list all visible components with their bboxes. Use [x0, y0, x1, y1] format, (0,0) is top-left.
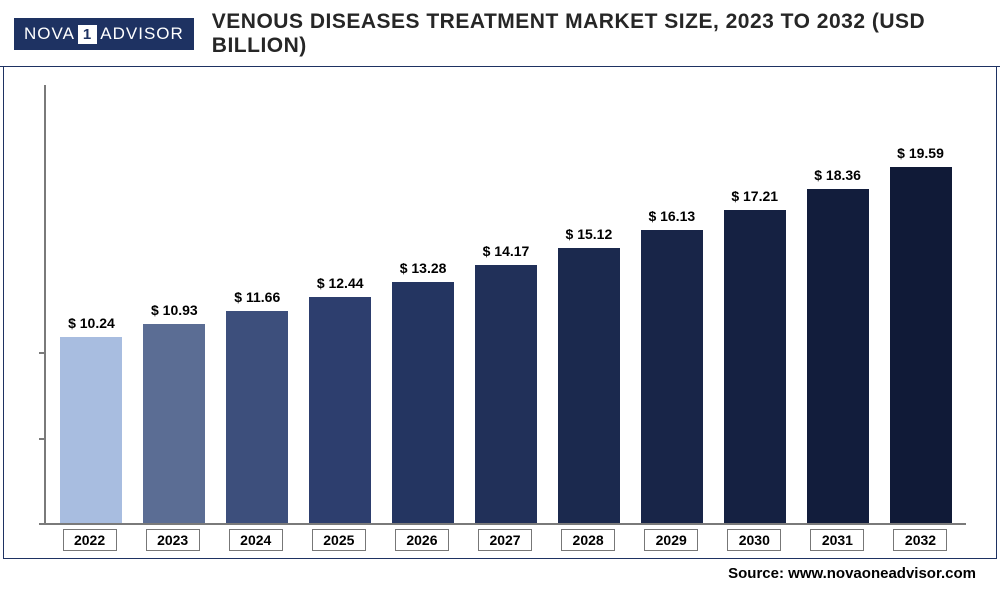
- x-label-text: 2022: [63, 529, 117, 551]
- bar-value-label: $ 15.12: [566, 226, 613, 242]
- logo-box-one: 1: [78, 25, 97, 44]
- bar-value-label: $ 12.44: [317, 275, 364, 291]
- bar-value-label: $ 10.93: [151, 302, 198, 318]
- bar-col: $ 13.28: [382, 85, 465, 523]
- bar-value-label: $ 11.66: [234, 289, 280, 305]
- chart-container: $ 10.24 $ 10.93 $ 11.66 $ 12.44 $ 13.28 $ 14.…: [3, 67, 997, 559]
- bar: [558, 248, 620, 523]
- x-label-text: 2026: [395, 529, 449, 551]
- x-label-text: 2024: [229, 529, 283, 551]
- bar-col: $ 15.12: [547, 85, 630, 523]
- x-label-text: 2031: [810, 529, 864, 551]
- bar: [475, 265, 537, 523]
- bar: [60, 337, 122, 523]
- x-label: 2024: [214, 529, 297, 551]
- bar-col: $ 10.93: [133, 85, 216, 523]
- bar-col: $ 18.36: [796, 85, 879, 523]
- bar-value-label: $ 19.59: [897, 145, 944, 161]
- x-label-text: 2023: [146, 529, 200, 551]
- x-label-text: 2029: [644, 529, 698, 551]
- x-label-text: 2025: [312, 529, 366, 551]
- bar: [807, 189, 869, 523]
- x-label: 2031: [796, 529, 879, 551]
- logo-text-advisor: ADVISOR: [100, 24, 184, 44]
- source-attribution: Source: www.novaoneadvisor.com: [0, 559, 1000, 582]
- bar: [641, 230, 703, 523]
- x-label-text: 2028: [561, 529, 615, 551]
- bars-row: $ 10.24 $ 10.93 $ 11.66 $ 12.44 $ 13.28 $ 14.…: [46, 85, 966, 523]
- logo-text-nova: NOVA: [24, 24, 75, 44]
- x-label-text: 2030: [727, 529, 781, 551]
- bar-value-label: $ 10.24: [68, 315, 115, 331]
- x-label: 2022: [48, 529, 131, 551]
- x-label: 2028: [547, 529, 630, 551]
- bar-value-label: $ 13.28: [400, 260, 447, 276]
- x-label: 2032: [879, 529, 962, 551]
- bar-value-label: $ 16.13: [648, 208, 695, 224]
- header: NOVA 1 ADVISOR VENOUS DISEASES TREATMENT…: [0, 0, 1000, 67]
- plot-area: $ 10.24 $ 10.93 $ 11.66 $ 12.44 $ 13.28 $ 14.…: [44, 85, 966, 525]
- brand-logo: NOVA 1 ADVISOR: [14, 18, 194, 50]
- bar-value-label: $ 14.17: [483, 243, 530, 259]
- bar-col: $ 17.21: [713, 85, 796, 523]
- bar-col: $ 11.66: [216, 85, 299, 523]
- bar: [724, 210, 786, 523]
- x-label: 2023: [131, 529, 214, 551]
- x-label: 2027: [463, 529, 546, 551]
- bar: [890, 167, 952, 523]
- bar-col: $ 16.13: [630, 85, 713, 523]
- bar-value-label: $ 18.36: [814, 167, 861, 183]
- x-label: 2025: [297, 529, 380, 551]
- x-label: 2030: [713, 529, 796, 551]
- bar-value-label: $ 17.21: [731, 188, 778, 204]
- x-axis: 2022 2023 2024 2025 2026 2027 2028 2029 2030 2031…: [44, 525, 966, 551]
- bar-col: $ 14.17: [465, 85, 548, 523]
- bar-col: $ 10.24: [50, 85, 133, 523]
- bar-col: $ 12.44: [299, 85, 382, 523]
- bar-col: $ 19.59: [879, 85, 962, 523]
- bar: [143, 324, 205, 523]
- bar: [226, 311, 288, 523]
- x-label: 2026: [380, 529, 463, 551]
- bar: [392, 282, 454, 523]
- x-label: 2029: [630, 529, 713, 551]
- x-label-text: 2027: [478, 529, 532, 551]
- x-label-text: 2032: [893, 529, 947, 551]
- bar: [309, 297, 371, 523]
- chart-title: VENOUS DISEASES TREATMENT MARKET SIZE, 2…: [212, 10, 986, 58]
